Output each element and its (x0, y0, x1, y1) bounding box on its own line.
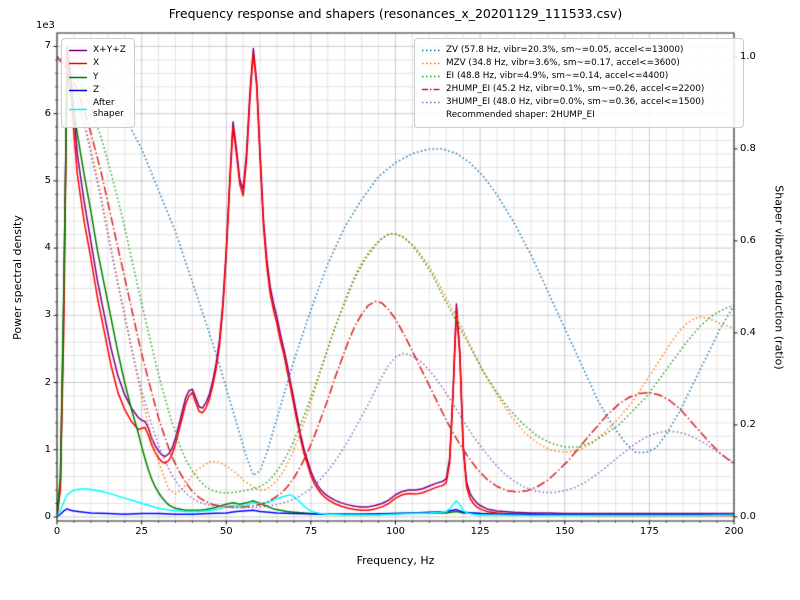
x-tick-label: 100 (385, 526, 406, 537)
y-right-tick-label: 0.0 (740, 510, 756, 522)
legend-label-ei: EI (48.8 Hz, vibr=4.9%, sm~=0.14, accel<… (446, 70, 669, 81)
legend-shapers: ZV (57.8 Hz, vibr=20.3%, sm~=0.05, accel… (414, 38, 744, 128)
y-left-tick-label: 2 (44, 376, 51, 388)
x-tick-label: 125 (470, 526, 490, 537)
y-right-tick-label: 0.8 (740, 142, 756, 154)
legend-label-z: Z (93, 84, 100, 95)
legend-item-3hump-ei: 3HUMP_EI (48.0 Hz, vibr=0.0%, sm~=0.36, … (421, 97, 735, 108)
x-tick-label: 150 (555, 526, 575, 537)
y-left-tick-label: 3 (44, 309, 51, 321)
after-shaper-legend-line (69, 108, 87, 111)
mzv-legend-line (422, 62, 440, 65)
2hump-ei-legend-line (422, 88, 440, 91)
legend-label-x: X (93, 58, 100, 69)
y-right-tick-label: 1.0 (740, 50, 756, 62)
legend-item-y: Y (68, 72, 126, 83)
legend-item-x-y-z: X+Y+Z (68, 45, 126, 56)
legend-item-2hump-ei: 2HUMP_EI (45.2 Hz, vibr=0.1%, sm~=0.26, … (421, 84, 735, 95)
legend-item-z: Z (68, 85, 126, 96)
y-right-tick-label: 0.4 (740, 326, 756, 338)
x-tick-label: 75 (304, 526, 318, 537)
y-left-tick-label: 0 (44, 510, 51, 522)
legend-item-recommended-shaper: Recommended shaper: 2HUMP_EI (421, 110, 735, 121)
y-axis-offset-text: 1e3 (36, 20, 55, 31)
y-right-axis-label-text: Shaper vibration reduction (ratio) (772, 184, 786, 370)
y-left-tick-label: 5 (44, 174, 51, 186)
y-left-tick-label: 6 (44, 107, 51, 119)
y-left-tick-label: 4 (44, 242, 51, 254)
legend-item-after-shaper: After shaper (68, 98, 126, 121)
z-legend-line (69, 89, 87, 92)
legend-label-recommended-shaper: Recommended shaper: 2HUMP_EI (446, 109, 595, 120)
zv-legend-line (422, 49, 440, 52)
y-left-tick-label: 7 (44, 40, 51, 52)
legend-label-x-y-z: X+Y+Z (93, 45, 126, 55)
x-tick-label: 0 (53, 526, 61, 537)
3hump-ei-legend-line (422, 101, 440, 104)
legend-label-3hump-ei: 3HUMP_EI (48.0 Hz, vibr=0.0%, sm~=0.36, … (446, 96, 705, 107)
legend-spacer (421, 115, 441, 116)
legend-item-ei: EI (48.8 Hz, vibr=4.9%, sm~=0.14, accel<… (421, 71, 735, 82)
legend-item-zv: ZV (57.8 Hz, vibr=20.3%, sm~=0.05, accel… (421, 45, 735, 56)
ei-legend-line (422, 75, 440, 78)
legend-label-mzv: MZV (34.8 Hz, vibr=3.6%, sm~=0.17, accel… (446, 57, 680, 68)
legend-item-x: X (68, 58, 126, 69)
y-left-tick-label: 1 (44, 443, 51, 455)
y-legend-line (69, 76, 87, 78)
legend-label-after-shaper: After shaper (93, 98, 124, 120)
y-right-axis-label: Shaper vibration reduction (ratio) (764, 33, 794, 521)
x-tick-label: 175 (639, 526, 659, 537)
legend-psd: X+Y+Z X Y Z After shaper (61, 38, 135, 128)
chart-title: Frequency response and shapers (resonanc… (168, 6, 623, 21)
x-legend-line (69, 63, 87, 65)
legend-item-mzv: MZV (34.8 Hz, vibr=3.6%, sm~=0.17, accel… (421, 58, 735, 69)
x-tick-label: 25 (135, 526, 148, 537)
x-y-z-legend-line (69, 49, 87, 52)
x-axis-label: Frequency, Hz (356, 554, 435, 567)
legend-label-y: Y (93, 71, 99, 82)
y-right-tick-label: 0.6 (740, 234, 756, 246)
legend-label-zv: ZV (57.8 Hz, vibr=20.3%, sm~=0.05, accel… (446, 45, 684, 55)
x-tick-label: 200 (724, 526, 744, 537)
legend-label-2hump-ei: 2HUMP_EI (45.2 Hz, vibr=0.1%, sm~=0.26, … (446, 83, 705, 94)
y-right-tick-label: 0.2 (740, 418, 756, 430)
x-tick-label: 50 (219, 526, 233, 537)
y-left-axis-label-text: Power spectral density (10, 214, 24, 340)
